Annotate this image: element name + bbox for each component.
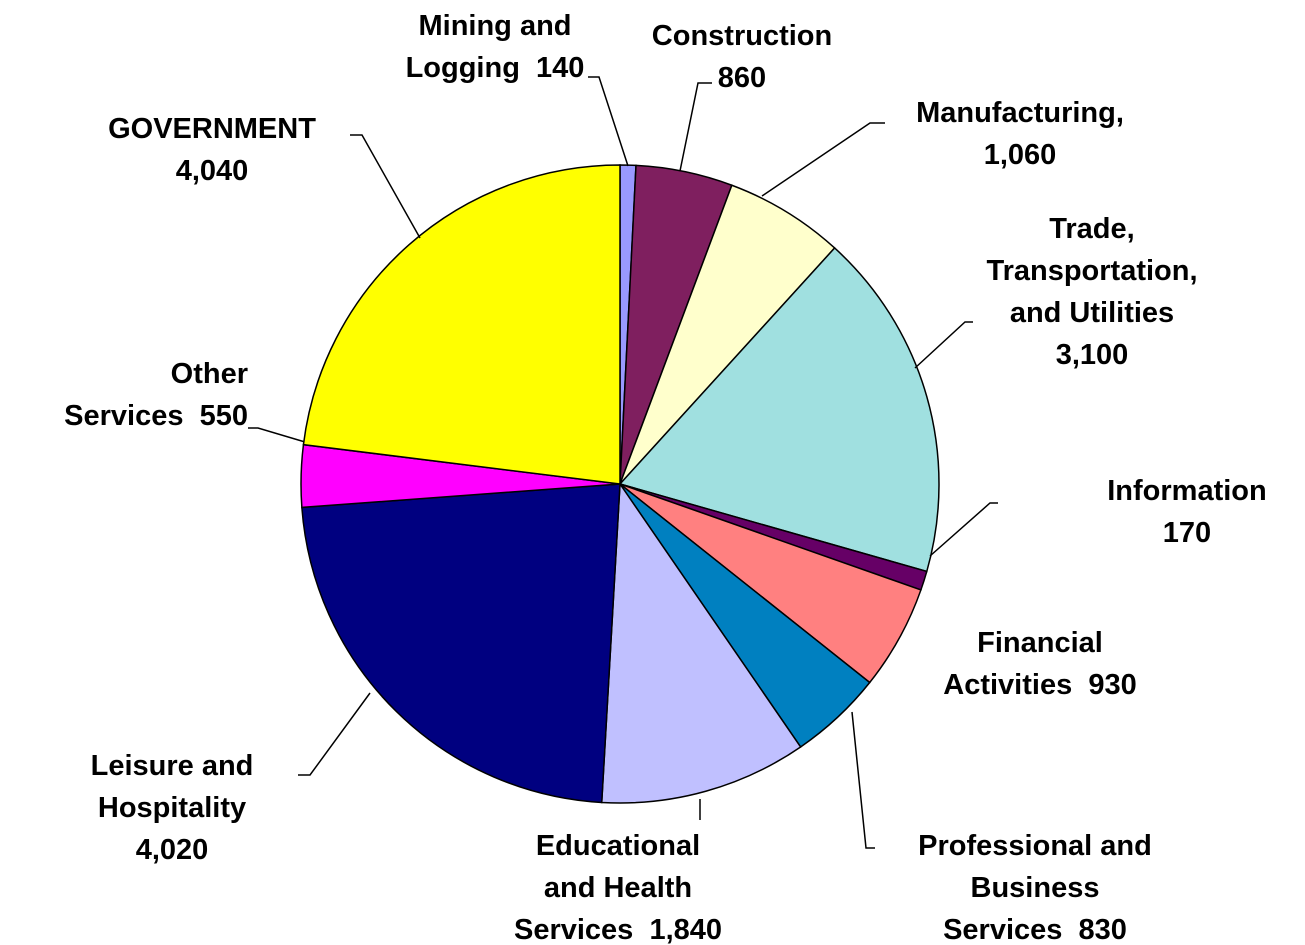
slice-label: Financial Activities 930	[943, 622, 1136, 706]
value-label: 140	[536, 52, 585, 84]
pie-slice	[301, 483, 621, 804]
value-label: 1,840	[649, 914, 723, 945]
leader-line	[588, 76, 629, 167]
category-name: Professional and Business Services	[918, 830, 1152, 945]
value-label: 4,040	[175, 155, 249, 187]
pie-slice	[600, 481, 802, 804]
slice-label: Other Services 550	[64, 353, 248, 437]
slice-label: Information 170	[1107, 470, 1267, 554]
leader-line	[248, 427, 306, 443]
category-name: Other Services	[64, 358, 248, 432]
pie-slice	[618, 246, 940, 573]
leader-line	[298, 692, 371, 776]
value-label: 4,020	[135, 834, 209, 866]
leader-line	[350, 134, 421, 239]
category-name: Information	[1107, 475, 1267, 507]
category-name: Trade, Transportation, and Utilities	[986, 213, 1198, 329]
value-label: 860	[717, 62, 767, 94]
slice-label: Construction 860	[652, 15, 832, 99]
slice-label: Professional and Business Services 830	[918, 825, 1152, 945]
pie-slice	[302, 164, 621, 485]
slice-label: Educational and Health Services 1,840	[514, 825, 722, 945]
slice-label: Trade, Transportation, and Utilities 3,10…	[986, 208, 1197, 376]
value-label: 930	[1088, 669, 1137, 701]
slice-label: GOVERNMENT 4,040	[108, 108, 316, 192]
category-name: Educational and Health Services	[513, 830, 701, 945]
value-label: 170	[1162, 517, 1212, 549]
value-label: 3,100	[1055, 339, 1129, 371]
category-name: Financial Activities	[943, 627, 1103, 701]
value-label: 550	[199, 400, 248, 432]
category-name: Construction	[651, 20, 833, 52]
leader-line	[914, 321, 973, 369]
value-label: 1,060	[983, 139, 1057, 171]
category-name: Leisure and Hospitality	[90, 750, 254, 824]
value-label: 830	[1078, 914, 1127, 945]
slice-label: Manufacturing, 1,060	[916, 92, 1124, 176]
category-name: Manufacturing,	[916, 97, 1124, 129]
slice-label: Leisure and Hospitality 4,020	[91, 745, 254, 871]
leader-line	[679, 82, 712, 172]
slice-label: Mining and Logging 140	[406, 5, 585, 89]
leader-line	[929, 502, 998, 557]
leader-line	[851, 711, 875, 849]
category-name: GOVERNMENT	[108, 113, 316, 145]
leader-line	[761, 122, 885, 197]
pie-slice	[619, 184, 836, 485]
category-name: Mining and Logging	[405, 10, 572, 84]
